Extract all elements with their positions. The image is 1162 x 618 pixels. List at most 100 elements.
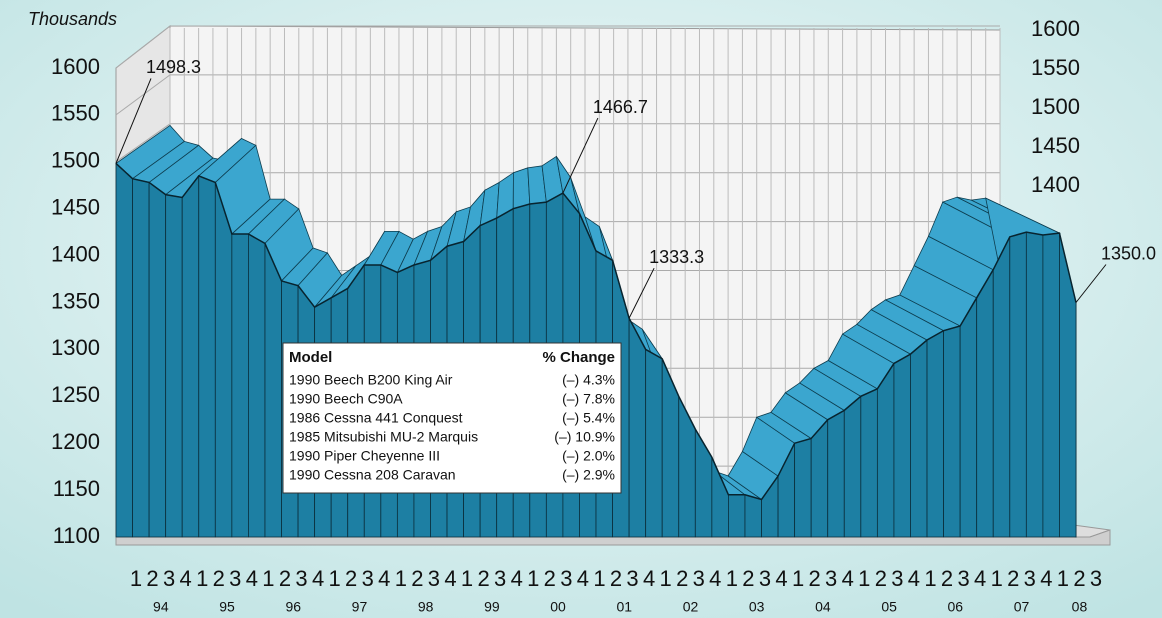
- x-tick-label: 1: [527, 566, 539, 591]
- x-tick-label: 3: [295, 566, 307, 591]
- table-cell: (–) 5.4%: [562, 410, 615, 426]
- x-tick-label: 4: [842, 566, 854, 591]
- y2-tick-label: 1450: [1031, 133, 1080, 158]
- x-tick-label: 2: [477, 566, 489, 591]
- front-strip: [198, 175, 216, 538]
- table-cell: 1986 Cessna 441 Conquest: [289, 410, 463, 426]
- x-tick-label: 1: [328, 566, 340, 591]
- x-tick-label: 4: [312, 566, 324, 591]
- x-tick-label: 2: [1073, 566, 1085, 591]
- x-tick-label: 1: [196, 566, 208, 591]
- table-cell: (–) 2.9%: [562, 467, 615, 483]
- year-label: 06: [948, 599, 964, 615]
- y-tick-label: 1550: [51, 101, 100, 126]
- y-tick-label: 1350: [51, 288, 100, 313]
- y-tick-label: 1300: [51, 335, 100, 360]
- x-tick-label: 4: [775, 566, 787, 591]
- leader-line: [1075, 264, 1107, 303]
- x-tick-label: 3: [759, 566, 771, 591]
- y2-tick-label: 1550: [1031, 55, 1080, 80]
- year-label: 05: [881, 599, 897, 615]
- leader-line: [628, 267, 655, 319]
- x-tick-label: 4: [1040, 566, 1052, 591]
- year-label: 04: [815, 599, 831, 615]
- x-tick-label: 4: [511, 566, 523, 591]
- surface-facet: [512, 167, 531, 210]
- y-tick-label: 1500: [51, 148, 100, 173]
- front-strip: [645, 348, 663, 538]
- year-label: 08: [1072, 599, 1088, 615]
- x-tick-label: 2: [146, 566, 158, 591]
- front-strip: [214, 182, 233, 538]
- x-tick-label: 4: [709, 566, 721, 591]
- front-strip: [959, 296, 978, 538]
- front-strip: [744, 494, 762, 538]
- y-tick-label: 1150: [53, 476, 100, 501]
- year-label: 96: [285, 599, 301, 615]
- front-strip: [231, 233, 249, 538]
- value-label: 1333.3: [649, 247, 704, 267]
- front-strip: [628, 317, 647, 538]
- x-tick-label: 3: [957, 566, 969, 591]
- y2-tick-label: 1500: [1031, 94, 1080, 119]
- front-strip: [976, 268, 994, 538]
- x-tick-label: 4: [180, 566, 192, 591]
- table-cell: (–) 2.0%: [562, 448, 615, 464]
- front-strip: [992, 236, 1011, 538]
- x-tick-label: 3: [693, 566, 705, 591]
- x-tick-label: 2: [279, 566, 291, 591]
- x-tick-label: 1: [461, 566, 473, 591]
- year-label: 01: [616, 599, 632, 615]
- table-cell: 1990 Beech B200 King Air: [289, 372, 453, 388]
- x-tick-label: 1: [593, 566, 605, 591]
- front-strip: [1042, 232, 1060, 538]
- x-tick-label: 4: [378, 566, 390, 591]
- x-tick-label: 2: [411, 566, 423, 591]
- front-strip: [264, 243, 282, 538]
- leader-line: [562, 117, 599, 194]
- x-tick-label: 2: [808, 566, 820, 591]
- table-header: Model: [289, 349, 332, 366]
- front-strip: [181, 174, 200, 538]
- year-label: 99: [484, 599, 500, 615]
- x-tick-label: 3: [560, 566, 572, 591]
- x-tick-label: 2: [875, 566, 887, 591]
- table-cell: 1990 Cessna 208 Caravan: [289, 467, 456, 483]
- table-cell: (–) 10.9%: [554, 429, 615, 445]
- table-box: [282, 342, 622, 494]
- x-tick-label: 1: [660, 566, 672, 591]
- x-tick-label: 2: [742, 566, 754, 591]
- x-tick-label: 1: [395, 566, 407, 591]
- table-header: % Change: [542, 349, 615, 366]
- x-tick-label: 1: [1057, 566, 1069, 591]
- x-tick-label: 2: [610, 566, 622, 591]
- front-strip: [132, 178, 150, 538]
- table-cell: 1990 Beech C90A: [289, 391, 403, 407]
- year-label: 02: [683, 599, 699, 615]
- x-tick-label: 3: [163, 566, 175, 591]
- front-strip: [728, 494, 746, 538]
- grid-line: [115, 74, 171, 116]
- front-strip: [810, 418, 829, 538]
- y-tick-label: 1200: [51, 429, 100, 454]
- x-tick-label: 2: [941, 566, 953, 591]
- front-strip: [794, 437, 812, 538]
- year-label: 00: [550, 599, 566, 615]
- x-tick-label: 4: [577, 566, 589, 591]
- front-strip: [860, 388, 878, 538]
- x-tick-label: 3: [1090, 566, 1102, 591]
- year-label: 97: [352, 599, 368, 615]
- x-tick-label: 3: [825, 566, 837, 591]
- y-tick-label: 1100: [53, 523, 100, 548]
- x-tick-label: 4: [908, 566, 920, 591]
- leader-line: [115, 78, 152, 164]
- table-cell: 1990 Piper Cheyenne III: [289, 448, 440, 464]
- x-tick-label: 1: [726, 566, 738, 591]
- x-tick-label: 1: [858, 566, 870, 591]
- front-edge: [115, 162, 1077, 501]
- front-strip: [843, 395, 862, 538]
- x-tick-label: 1: [991, 566, 1003, 591]
- y-tick-label: 1600: [51, 54, 100, 79]
- value-label: 1498.3: [146, 57, 201, 77]
- x-tick-label: 2: [345, 566, 357, 591]
